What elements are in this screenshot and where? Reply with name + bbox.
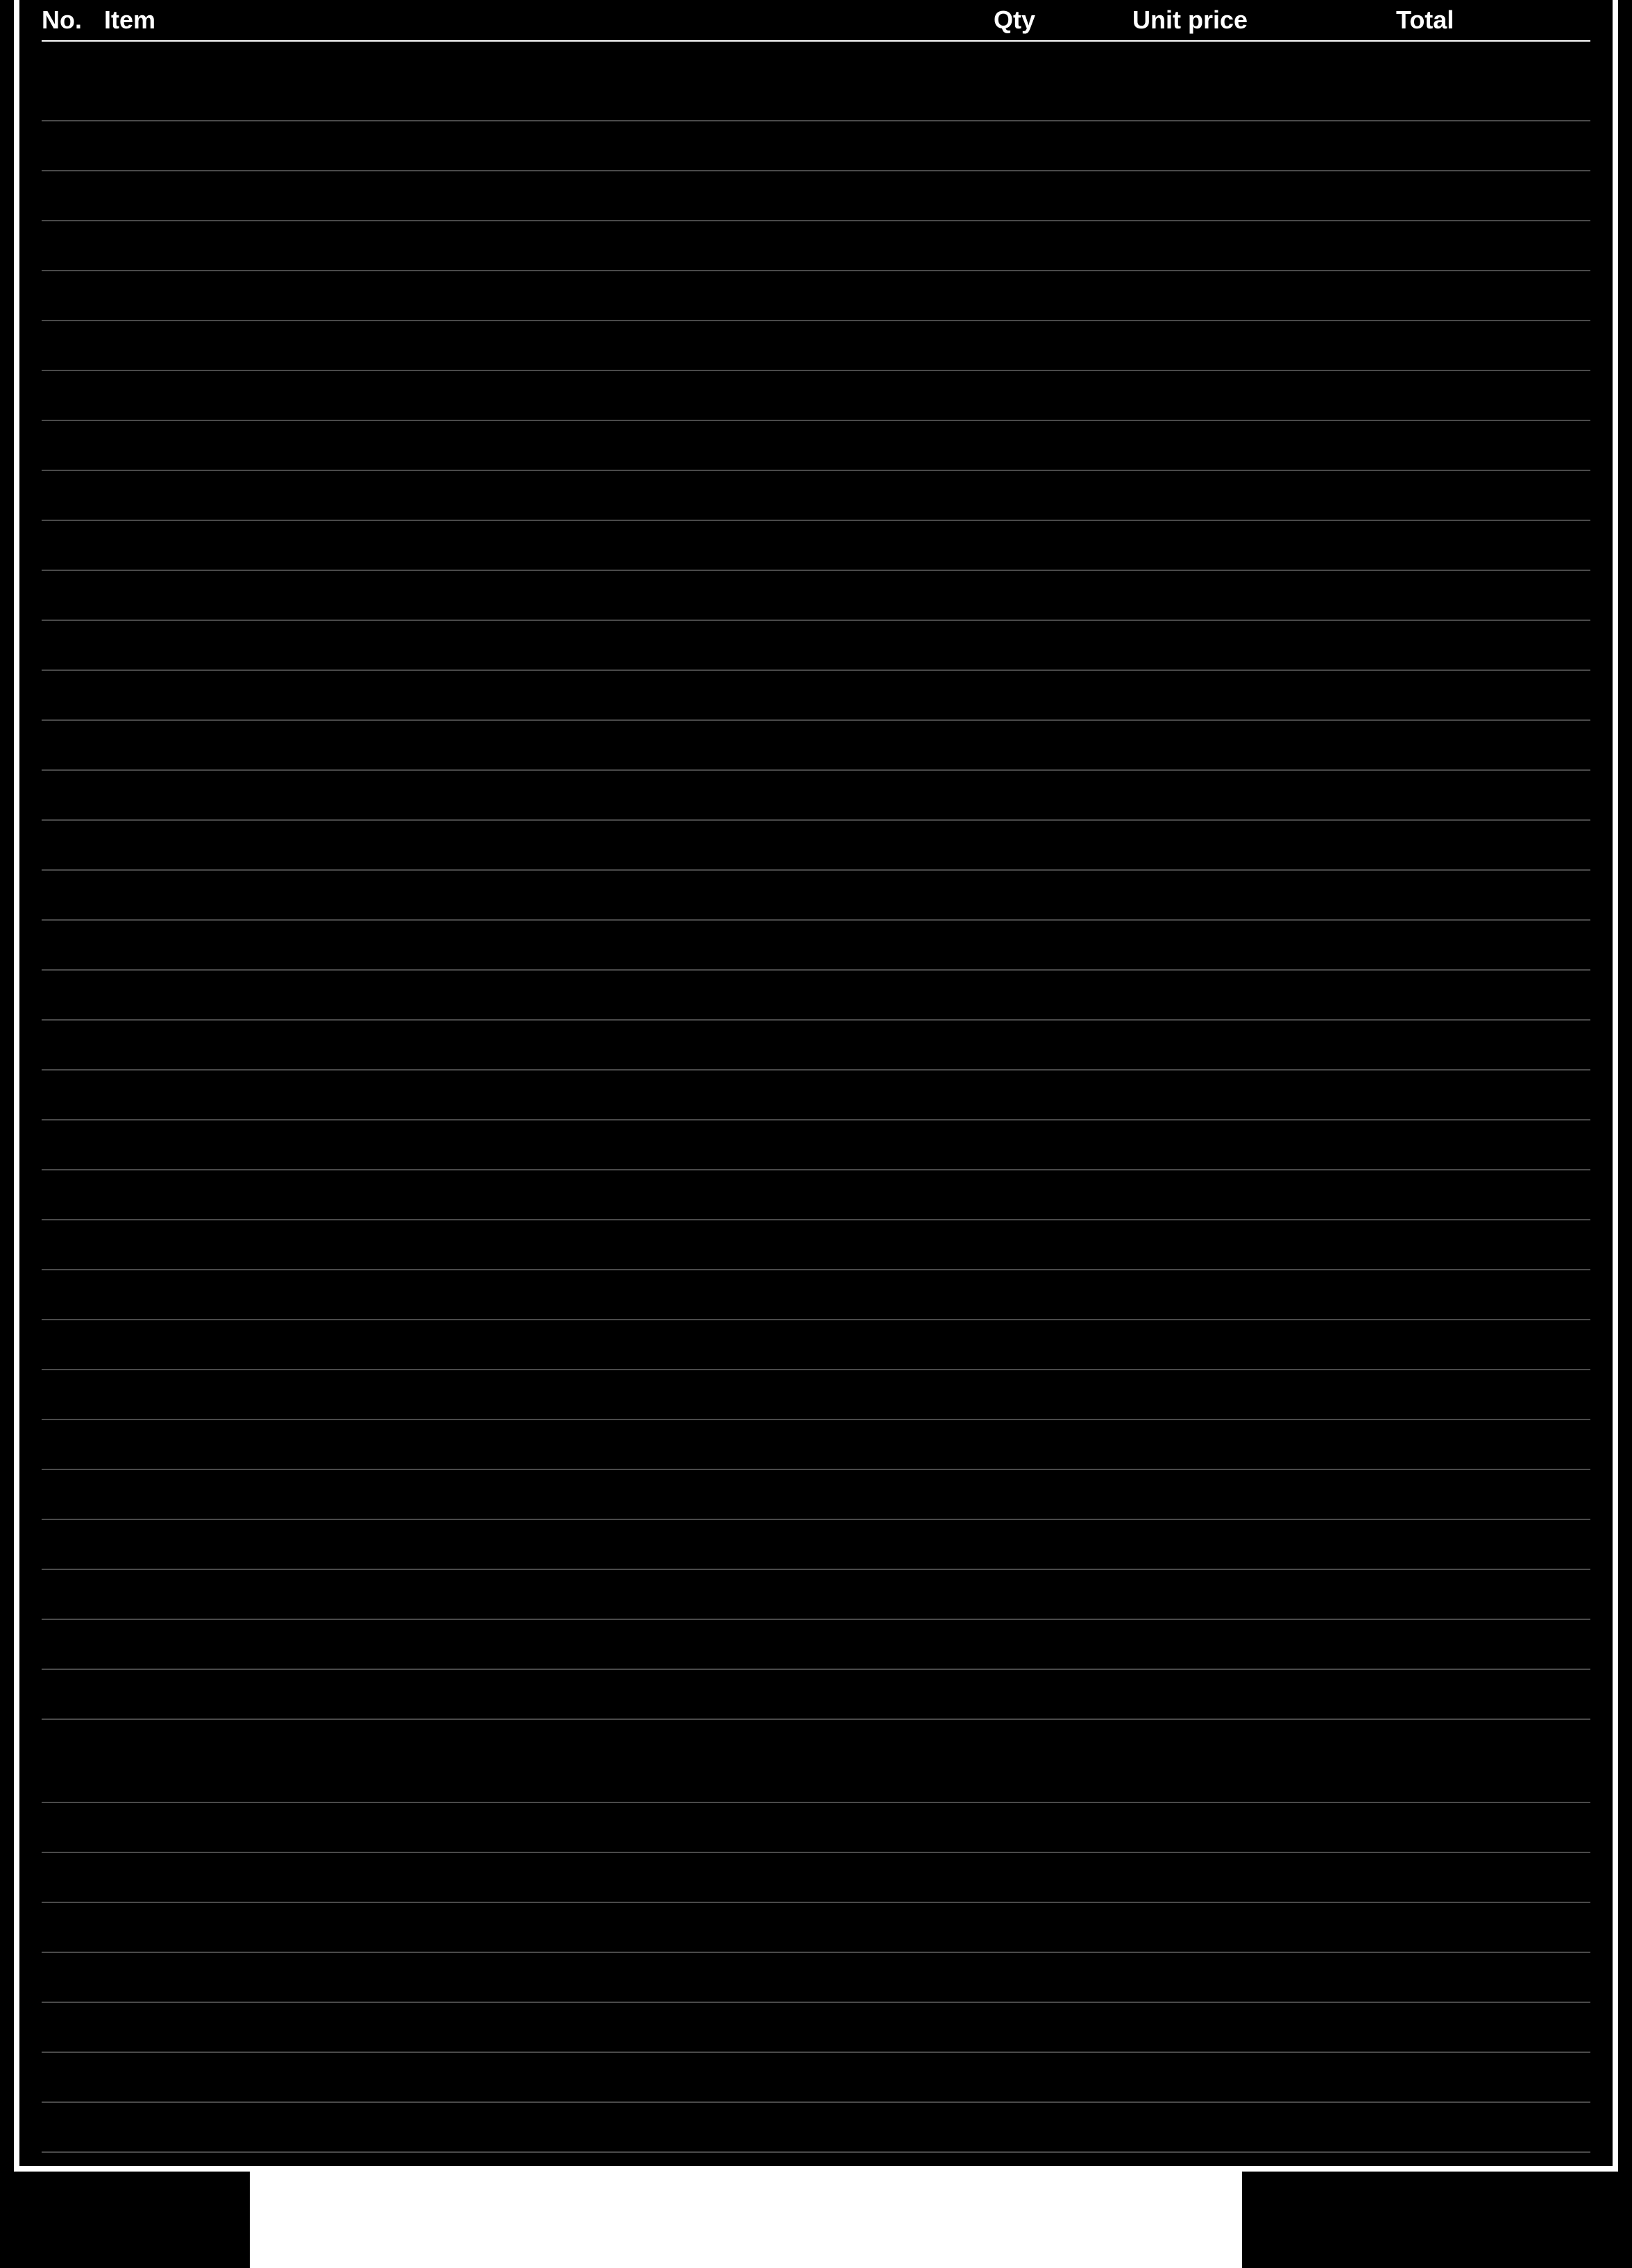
- table-row: [42, 1670, 1590, 1720]
- table-row: [42, 1853, 1590, 1903]
- table-row: [42, 321, 1590, 371]
- table-row: [42, 1021, 1590, 1071]
- table-row: [42, 1803, 1590, 1853]
- table-row: [42, 271, 1590, 321]
- table-row: [42, 2103, 1590, 2153]
- table-row: [42, 621, 1590, 671]
- table-row: [42, 221, 1590, 271]
- table-row: [42, 1120, 1590, 1170]
- table-row: [42, 1370, 1590, 1420]
- table-row: [42, 721, 1590, 771]
- table-row: [42, 1170, 1590, 1220]
- table-row: [42, 171, 1590, 221]
- table-row: [42, 521, 1590, 571]
- table-row: [42, 1270, 1590, 1320]
- table-row: [42, 671, 1590, 721]
- header-qty: Qty: [994, 6, 1132, 35]
- table-row: [42, 471, 1590, 521]
- table-row: [42, 921, 1590, 971]
- table-row: [42, 121, 1590, 171]
- table-row: [42, 571, 1590, 621]
- table-header-row: No. Item Qty Unit price Total: [42, 0, 1590, 42]
- table-row: [42, 1220, 1590, 1270]
- table-row: [42, 821, 1590, 871]
- table-row: [42, 971, 1590, 1021]
- header-unit-price: Unit price: [1132, 6, 1396, 35]
- table-row: [42, 1953, 1590, 2003]
- table-row: [42, 1470, 1590, 1520]
- table-row: [42, 1520, 1590, 1570]
- table-row: [42, 1320, 1590, 1370]
- table-row: [42, 371, 1590, 421]
- table-row: [42, 1420, 1590, 1470]
- table-row: [42, 1570, 1590, 1620]
- table-row: [42, 1903, 1590, 1953]
- header-total: Total: [1396, 6, 1590, 35]
- table-row: [42, 2053, 1590, 2103]
- table-row: [42, 1720, 1590, 1803]
- footer-white-bar: [250, 2172, 1242, 2268]
- table-body: [42, 42, 1590, 2153]
- table-row: [42, 771, 1590, 821]
- table-row: [42, 871, 1590, 921]
- header-item: Item: [104, 6, 994, 35]
- invoice-table: No. Item Qty Unit price Total: [42, 0, 1590, 2153]
- header-no: No.: [42, 6, 104, 35]
- table-row: [42, 1071, 1590, 1120]
- table-row: [42, 2003, 1590, 2053]
- table-row: [42, 1620, 1590, 1670]
- table-row: [42, 421, 1590, 471]
- table-row: [42, 42, 1590, 121]
